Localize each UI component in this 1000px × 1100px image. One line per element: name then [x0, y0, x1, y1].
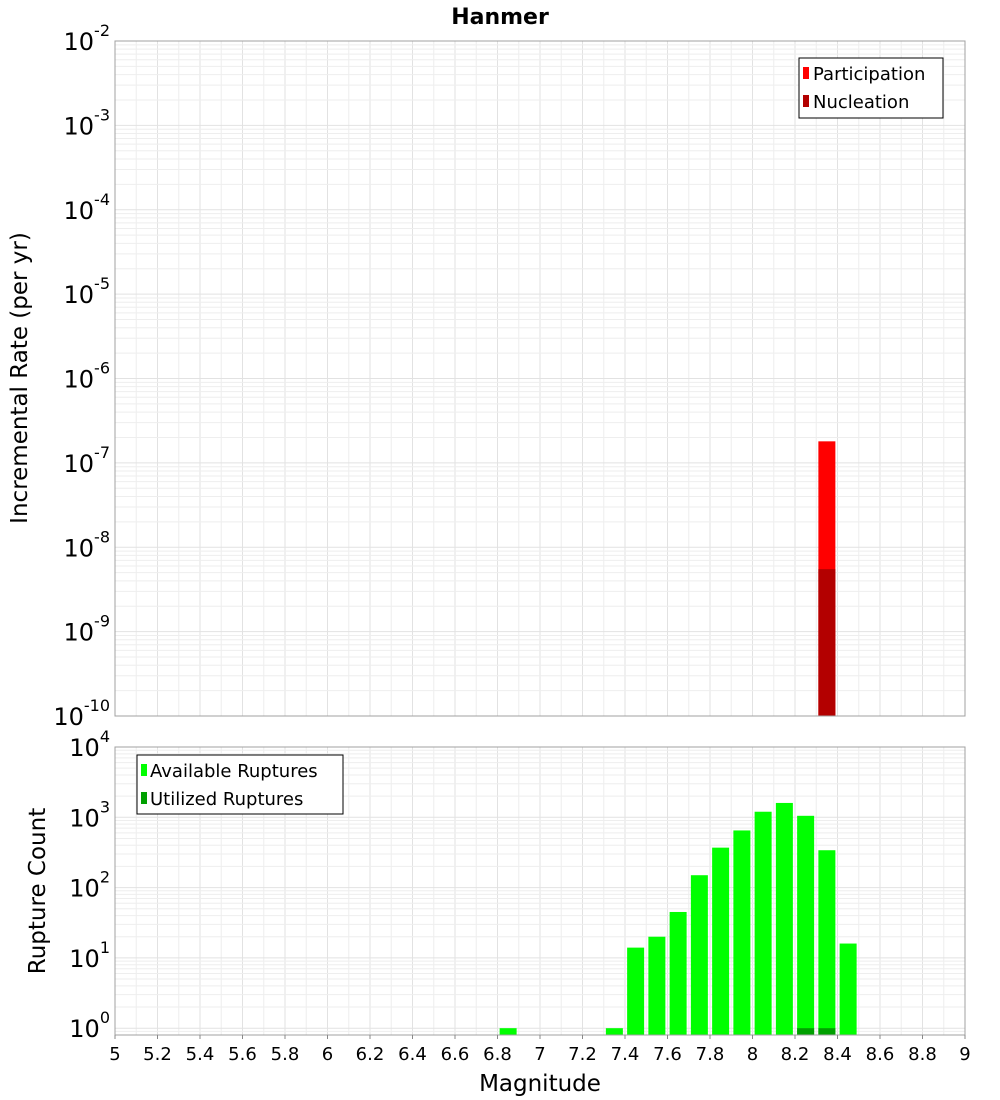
bottom-y-axis-label: Rupture Count	[25, 808, 51, 974]
top-plot-border	[114, 40, 966, 717]
legend-label-nucleation: Nucleation	[813, 92, 909, 113]
x-tick-label: 9	[959, 1044, 970, 1065]
bottom-y-ticks: 104 103 102 101 100	[69, 727, 110, 1043]
bottom-bars	[499, 802, 857, 1035]
chart-title: Hanmer	[451, 5, 549, 30]
x-tick-label: 7.4	[611, 1044, 640, 1065]
x-tick-label: 5.8	[271, 1044, 300, 1065]
top-y-tick-label: 10-3	[64, 105, 111, 140]
top-y-tick-label: 10-10	[53, 696, 110, 731]
x-tick-label: 8.8	[908, 1044, 937, 1065]
bottom-y-tick-label: 104	[69, 727, 110, 762]
legend-label-participation: Participation	[813, 64, 925, 85]
bottom-bar-available-ruptures	[733, 830, 751, 1035]
top-panel: 10-2 10-3 10-4 10-5 10-6 10-7 10-8 10-9 10-10 In…	[7, 21, 966, 731]
bottom-legend: Available Ruptures Utilized Ruptures	[136, 754, 344, 815]
x-tick-label: 7	[534, 1044, 545, 1065]
bottom-bar-available-ruptures	[627, 947, 645, 1035]
bottom-bar-available-ruptures	[754, 811, 772, 1035]
x-tick-label: 6.6	[441, 1044, 470, 1065]
bottom-bar-available-ruptures	[669, 911, 687, 1035]
top-y-tick-label: 10-2	[64, 21, 111, 56]
legend-label-utilized-ruptures: Utilized Ruptures	[150, 789, 303, 810]
x-tick-label: 5.4	[186, 1044, 215, 1065]
top-grid	[114, 40, 966, 717]
x-tick-label: 5.2	[143, 1044, 172, 1065]
top-y-tick-label: 10-7	[64, 443, 111, 478]
bottom-y-tick-label: 102	[69, 868, 110, 903]
x-axis-label: Magnitude	[479, 1071, 601, 1097]
top-y-axis-label: Incremental Rate (per yr)	[7, 232, 33, 524]
bottom-bar-available-ruptures	[712, 847, 730, 1035]
bottom-bar-available-ruptures	[775, 802, 793, 1035]
bottom-bar-utilized-ruptures	[797, 1028, 815, 1035]
x-tick-label: 8	[747, 1044, 758, 1065]
bottom-grid	[114, 746, 966, 1036]
legend-swatch-utilized-ruptures	[141, 792, 147, 804]
x-tick-label: 8.6	[866, 1044, 895, 1065]
top-y-tick-label: 10-6	[64, 359, 111, 394]
bottom-panel: 104 103 102 101 100 5 5.2 5.4 5.6 5.8 6 6.2 6.4 6.6 6…	[25, 727, 971, 1097]
bottom-bar-available-ruptures	[797, 815, 815, 1035]
x-tick-label: 5.6	[228, 1044, 257, 1065]
legend-swatch-available-ruptures	[141, 764, 147, 776]
top-bars	[818, 441, 836, 716]
bottom-y-tick-label: 101	[69, 938, 110, 973]
top-bar-nucleation	[818, 569, 836, 716]
bottom-y-tick-label: 103	[69, 797, 110, 832]
bottom-bar-utilized-ruptures	[818, 1028, 836, 1035]
bottom-legend-box	[136, 754, 344, 815]
top-legend-box	[798, 57, 944, 119]
x-tick-label: 8.4	[823, 1044, 852, 1065]
bottom-bar-available-ruptures	[499, 1028, 517, 1035]
x-tick-label: 8.2	[781, 1044, 810, 1065]
top-y-tick-label: 10-4	[64, 190, 111, 225]
legend-swatch-participation	[803, 67, 809, 79]
x-tick-label: 6.8	[483, 1044, 512, 1065]
top-y-tick-label: 10-5	[64, 274, 111, 309]
bottom-bar-available-ruptures	[648, 936, 666, 1035]
bottom-bar-available-ruptures	[839, 943, 857, 1035]
bottom-bar-available-ruptures	[818, 850, 836, 1035]
bottom-bar-available-ruptures	[690, 875, 708, 1035]
x-tick-label: 7.6	[653, 1044, 682, 1065]
x-tick-label: 6.4	[398, 1044, 427, 1065]
bottom-y-tick-label: 100	[69, 1008, 110, 1043]
legend-swatch-nucleation	[803, 95, 809, 107]
top-y-ticks: 10-2 10-3 10-4 10-5 10-6 10-7 10-8 10-9 10-10	[53, 21, 110, 731]
bottom-x-ticks: 5 5.2 5.4 5.6 5.8 6 6.2 6.4 6.6 6.8 7 7.2 7.4 7.6 7.8 8…	[109, 1035, 971, 1065]
x-tick-label: 7.8	[696, 1044, 725, 1065]
legend-label-available-ruptures: Available Ruptures	[150, 761, 318, 782]
x-tick-label: 6.2	[356, 1044, 385, 1065]
x-tick-label: 7.2	[568, 1044, 597, 1065]
x-tick-label: 5	[109, 1044, 120, 1065]
top-legend: Participation Nucleation	[798, 57, 944, 119]
top-y-tick-label: 10-8	[64, 527, 111, 562]
top-y-tick-label: 10-9	[64, 612, 111, 647]
x-tick-label: 6	[322, 1044, 333, 1065]
bottom-bar-available-ruptures	[605, 1028, 623, 1035]
